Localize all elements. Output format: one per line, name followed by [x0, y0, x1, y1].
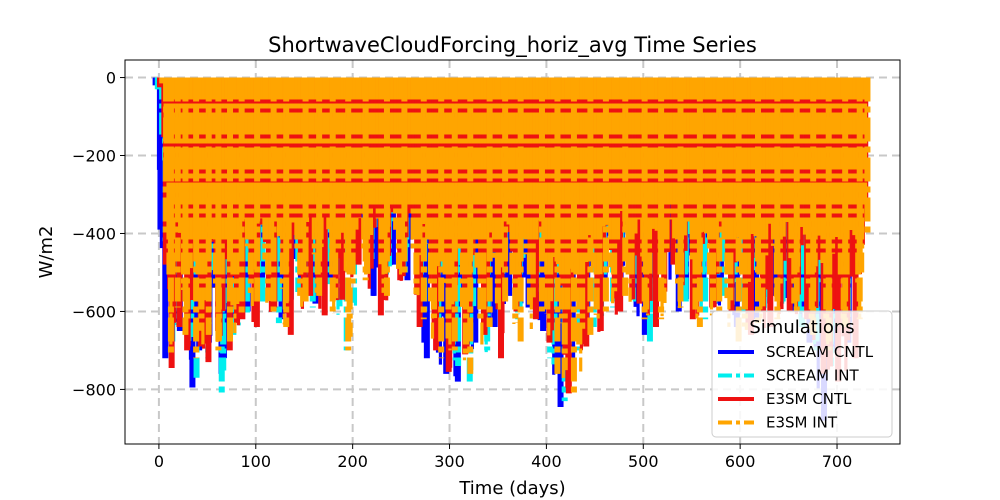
x-tick-label: 400 — [531, 452, 562, 471]
plot-frame — [124, 59, 901, 445]
x-tick-label: 100 — [241, 452, 272, 471]
x-axis-label: Time (days) — [458, 478, 565, 499]
y-axis-label: W/m2 — [36, 226, 57, 279]
x-tick-label: 0 — [154, 452, 164, 471]
y-tick-label: −400 — [72, 224, 116, 243]
legend-label: SCREAM CNTL — [766, 343, 874, 361]
x-tick-label: 300 — [434, 452, 465, 471]
legend: Simulations SCREAM CNTL SCREAM INT E3SM CN… — [711, 310, 893, 438]
legend-label: E3SM CNTL — [766, 390, 852, 408]
legend-label: E3SM INT — [766, 414, 838, 432]
y-tick-label: −600 — [72, 302, 116, 321]
x-tick-label: 700 — [822, 452, 853, 471]
legend-entries: SCREAM CNTL SCREAM INT E3SM CNTL E3SM INT — [718, 343, 874, 432]
x-tick-label: 600 — [725, 452, 756, 471]
y-tick-label: 0 — [106, 69, 116, 88]
y-tick-label: −800 — [72, 380, 116, 399]
legend-box — [711, 310, 893, 438]
x-tick-label: 200 — [337, 452, 368, 471]
series-e3sm-int — [159, 77, 871, 398]
chart-title: ShortwaveCloudForcing_horiz_avg Time Ser… — [268, 33, 757, 58]
legend-title: Simulations — [749, 317, 854, 338]
x-tick-label: 500 — [628, 452, 659, 471]
data-series — [152, 77, 871, 421]
axis-ticks: 0 100 200 300 400 500 600 700 0 −200 −400 −600 −800 — [72, 69, 852, 471]
legend-label: SCREAM INT — [766, 367, 860, 385]
y-tick-label: −200 — [72, 147, 116, 166]
